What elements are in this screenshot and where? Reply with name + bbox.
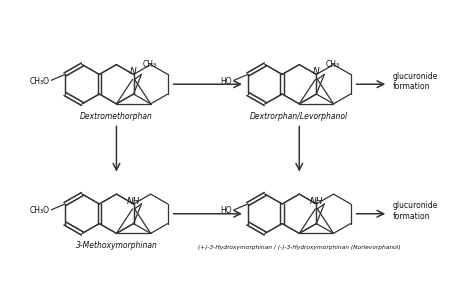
Text: (+)-3-Hydroxymorphinan / (-)-3-Hydroxymorphinan (Norlevorphanol): (+)-3-Hydroxymorphinan / (-)-3-Hydroxymo… [198, 245, 401, 250]
Text: glucuronide
formation: glucuronide formation [393, 201, 438, 220]
Text: CH₃O: CH₃O [29, 77, 49, 86]
Text: CH₃: CH₃ [143, 59, 156, 69]
Text: CH₃O: CH₃O [29, 206, 49, 215]
Text: Dextromethorphan: Dextromethorphan [80, 112, 153, 121]
Text: NH: NH [310, 197, 323, 206]
Text: HO: HO [220, 206, 232, 215]
Text: NH: NH [127, 197, 140, 206]
Text: N: N [313, 67, 320, 76]
Text: glucuronide
formation: glucuronide formation [393, 72, 438, 91]
Text: N: N [130, 67, 137, 76]
Text: CH₃: CH₃ [325, 59, 339, 69]
Text: Dextrorphan/Levorphanol: Dextrorphan/Levorphanol [250, 112, 348, 121]
Text: HO: HO [220, 77, 232, 86]
Text: 3-Methoxymorphinan: 3-Methoxymorphinan [75, 241, 157, 250]
